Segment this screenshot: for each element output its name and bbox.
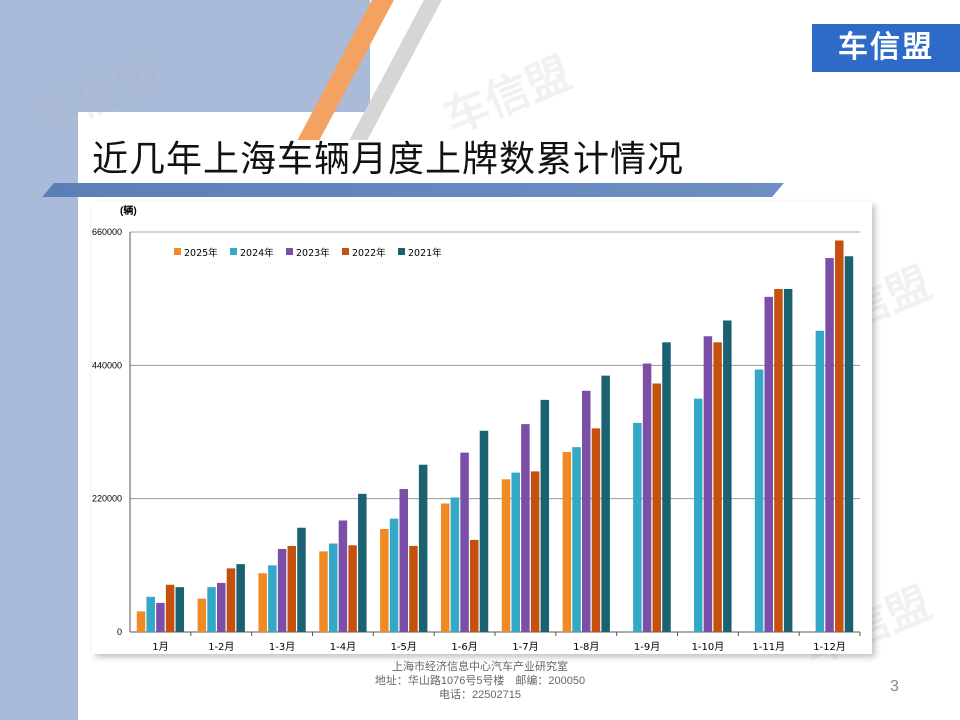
bar xyxy=(319,551,328,632)
slide-title: 近几年上海车辆月度上牌数累计情况 xyxy=(92,139,685,180)
x-tick-label: 1-2月 xyxy=(208,641,234,653)
legend-label: 2025年 xyxy=(184,247,218,259)
bar xyxy=(440,503,450,632)
x-tick-label: 1-9月 xyxy=(634,641,660,653)
bar xyxy=(540,399,550,632)
bar xyxy=(815,330,825,632)
legend-swatch xyxy=(286,248,293,255)
bar xyxy=(236,564,245,632)
bar xyxy=(844,256,854,632)
bar xyxy=(633,422,642,632)
bar xyxy=(703,336,713,632)
bar xyxy=(764,296,773,632)
legend-swatch xyxy=(398,248,405,255)
page-number: 3 xyxy=(890,678,899,695)
bar xyxy=(418,464,428,632)
bar xyxy=(328,543,338,632)
x-tick-label: 1-7月 xyxy=(512,641,538,653)
x-tick-label: 1-5月 xyxy=(391,641,417,653)
bar xyxy=(511,472,520,632)
bar xyxy=(165,584,175,632)
chart-panel: (辆) 0 220000 440000 660000 1月 1-2月 1-3月 1-4月 1-5月… xyxy=(92,202,872,654)
bar xyxy=(409,545,418,632)
x-tick-label: 1-8月 xyxy=(573,641,599,653)
bar xyxy=(562,452,572,632)
bar xyxy=(501,479,511,632)
footer-contact: 上海市经济信息中心汽车产业研究室 地址：华山路1076号5号楼 邮编：20005… xyxy=(330,660,630,702)
bar xyxy=(470,539,479,632)
bar xyxy=(713,342,722,632)
y-axis-label: (辆) xyxy=(120,204,137,217)
bar xyxy=(197,598,207,632)
bar xyxy=(338,520,348,632)
bar xyxy=(723,320,732,632)
bar xyxy=(380,528,389,632)
x-tick-label: 1-4月 xyxy=(330,641,356,653)
bar xyxy=(825,258,834,632)
bar xyxy=(479,430,489,632)
bar xyxy=(175,587,185,632)
bar xyxy=(642,363,652,632)
bar xyxy=(601,375,610,632)
bar xyxy=(572,447,581,632)
bar xyxy=(835,240,844,632)
bar xyxy=(258,573,267,632)
legend-swatch xyxy=(342,248,349,255)
x-tick-label: 1-10月 xyxy=(692,641,725,653)
bar xyxy=(136,611,146,632)
footer-line: 电话：22502715 xyxy=(439,689,521,701)
legend-label: 2022年 xyxy=(352,247,386,259)
legend-swatch xyxy=(174,248,181,255)
bar xyxy=(297,527,306,632)
title-underline-bar xyxy=(42,183,784,197)
x-tick-label: 1月 xyxy=(152,641,168,653)
bar xyxy=(530,471,540,632)
brand-logo: 车信盟 xyxy=(812,24,960,72)
bar xyxy=(521,424,530,632)
x-tick-label: 1-3月 xyxy=(269,641,295,653)
bar xyxy=(268,565,277,632)
bar xyxy=(783,288,793,632)
legend-label: 2021年 xyxy=(408,247,442,259)
y-tick-label: 0 xyxy=(117,627,122,637)
bar xyxy=(358,493,367,632)
legend-swatch xyxy=(230,248,237,255)
x-tick-label: 1-6月 xyxy=(451,641,477,653)
bar xyxy=(217,582,226,632)
bar-chart: (辆) 0 220000 440000 660000 1月 1-2月 1-3月 1-4月 1-5月… xyxy=(92,204,861,653)
footer-line: 地址：华山路1076号5号楼 邮编：200050 xyxy=(374,675,586,687)
legend-label: 2023年 xyxy=(296,247,330,259)
y-tick-label: 220000 xyxy=(92,494,122,504)
bar xyxy=(591,428,601,632)
left-decor-band xyxy=(0,0,78,720)
bar xyxy=(287,545,297,632)
bar xyxy=(156,602,165,632)
top-decor-band xyxy=(0,0,370,112)
x-tick-label: 1-11月 xyxy=(752,641,785,653)
y-tick-label: 660000 xyxy=(92,227,122,237)
bar xyxy=(460,452,469,632)
footer-line: 上海市经济信息中心汽车产业研究室 xyxy=(392,661,568,673)
bar xyxy=(399,488,408,632)
bar xyxy=(662,342,671,632)
bar xyxy=(774,288,783,632)
bar xyxy=(389,518,399,632)
bar xyxy=(207,587,216,632)
bar xyxy=(652,383,662,632)
bar xyxy=(348,545,357,632)
y-tick-label: 440000 xyxy=(92,360,122,370)
bar xyxy=(582,390,591,632)
bar xyxy=(277,548,287,632)
bar xyxy=(693,398,703,632)
bar xyxy=(450,497,460,632)
bar xyxy=(146,596,155,632)
legend-label: 2024年 xyxy=(240,247,274,259)
x-tick-label: 1-12月 xyxy=(813,641,846,653)
bar xyxy=(226,568,236,632)
bar xyxy=(754,369,764,632)
